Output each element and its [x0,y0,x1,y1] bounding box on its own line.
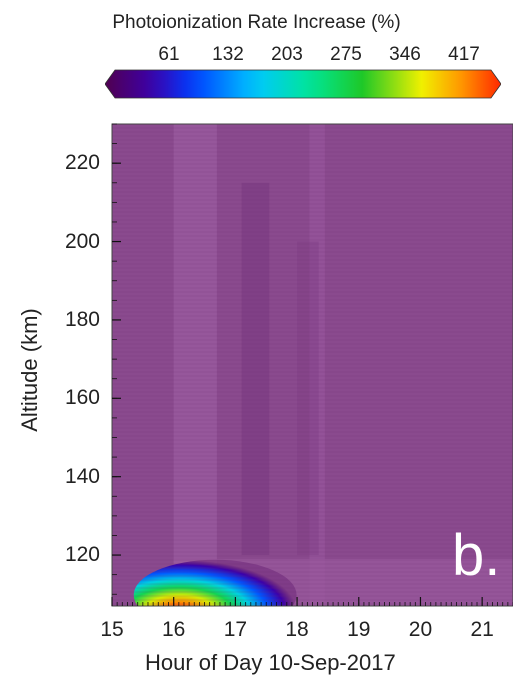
colorbar-tick: 132 [212,44,244,65]
y-tick-label: 120 [64,543,100,567]
colorbar-tick: 417 [448,44,480,65]
y-tick-label: 200 [64,229,100,253]
x-tick-label: 16 [162,618,186,641]
colorbar-tick: 275 [330,44,362,65]
y-tick-label: 180 [64,307,100,331]
colorbar-title: Photoionization Rate Increase (%) [112,12,401,33]
y-axis-label: Altitude (km) [17,308,42,432]
colorbar-bar [105,69,501,99]
heatmap-band [241,182,270,556]
heatmap-layer [112,124,513,606]
y-tick-label: 220 [64,151,100,175]
x-axis-label: Hour of Day 10-Sep-2017 [145,650,396,675]
heatmap-band [173,124,217,606]
colorbar-tick: 346 [389,44,421,65]
x-tick-label: 20 [408,618,433,641]
x-tick-label: 15 [100,618,124,641]
heatmap-band [297,241,319,556]
x-tick-label: 17 [223,618,248,641]
colorbar-tick: 61 [158,44,180,65]
y-tick-label: 140 [64,464,100,488]
panel-label: b. [452,523,501,588]
heatmap-hotspot [133,559,297,606]
x-tick-label: 19 [347,618,371,641]
x-tick-label: 18 [285,618,309,641]
colorbar-ticks: 61 132 203 275 346 417 [0,44,513,66]
axis-ticks [111,123,513,606]
y-tick-label: 160 [64,386,100,410]
x-tick-label: 21 [470,618,494,641]
heatmap-band [309,124,325,606]
colorbar [105,69,501,99]
colorbar-tick: 203 [271,44,303,65]
